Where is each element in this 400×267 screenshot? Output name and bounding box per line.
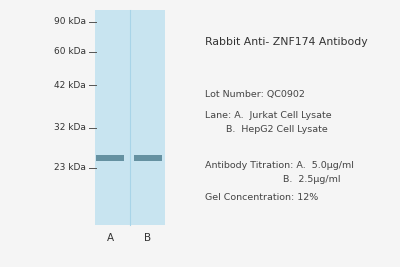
Text: Lane: A.  Jurkat Cell Lysate: Lane: A. Jurkat Cell Lysate <box>205 111 332 120</box>
Text: 23 kDa: 23 kDa <box>54 163 86 172</box>
Text: 42 kDa: 42 kDa <box>54 80 86 89</box>
Bar <box>95 10 165 225</box>
Text: B.  HepG2 Cell Lysate: B. HepG2 Cell Lysate <box>205 125 328 135</box>
Text: A: A <box>106 233 114 243</box>
Text: Lot Number: QC0902: Lot Number: QC0902 <box>205 91 305 100</box>
Bar <box>96 155 124 161</box>
Text: 90 kDa: 90 kDa <box>54 18 86 26</box>
Text: 60 kDa: 60 kDa <box>54 48 86 57</box>
Text: Gel Concentration: 12%: Gel Concentration: 12% <box>205 194 318 202</box>
Bar <box>134 155 162 161</box>
Text: 32 kDa: 32 kDa <box>54 124 86 132</box>
Text: Rabbit Anti- ZNF174 Antibody: Rabbit Anti- ZNF174 Antibody <box>205 37 368 47</box>
Text: Antibody Titration: A.  5.0μg/ml: Antibody Titration: A. 5.0μg/ml <box>205 160 354 170</box>
Text: B: B <box>144 233 152 243</box>
Text: B.  2.5μg/ml: B. 2.5μg/ml <box>205 175 340 184</box>
